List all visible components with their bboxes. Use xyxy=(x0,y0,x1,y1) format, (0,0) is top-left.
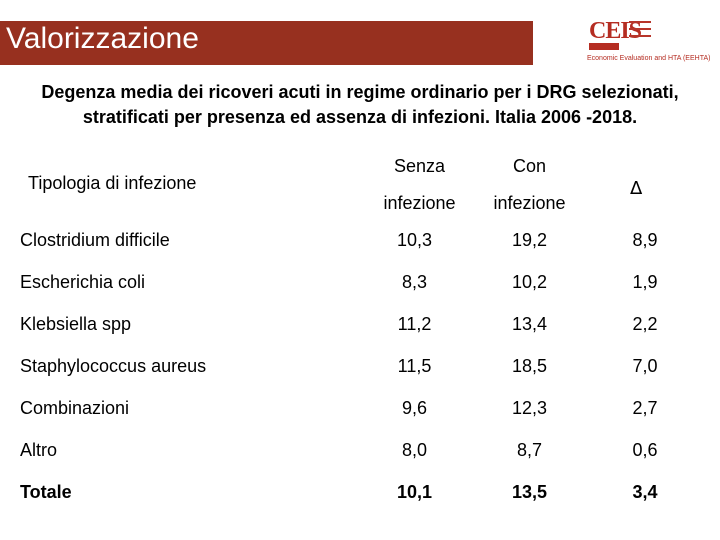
logo-caption: Economic Evaluation and HTA (EEHTA) xyxy=(587,55,711,62)
column-header-type: Tipologia di infezione xyxy=(28,173,197,193)
column-header-without-2: infezione xyxy=(383,193,456,213)
logo-band xyxy=(589,43,619,50)
value-delta: 0,6 xyxy=(632,440,658,460)
value-without: 8,0 xyxy=(401,440,428,460)
table-row: Escherichia coli 8,3 10,2 1,9 xyxy=(20,260,700,302)
table-row-total: Totale 10,1 13,5 3,4 xyxy=(20,470,700,512)
table-row: Clostridium difficile 10,3 19,2 8,9 xyxy=(20,218,700,260)
column-header-with-2: infezione xyxy=(493,193,566,213)
ceis-logo: CEIS Economic Evaluation and HTA (EEHTA) xyxy=(585,18,715,66)
value-without: 11,2 xyxy=(397,314,432,334)
value-with: 12,3 xyxy=(511,398,548,418)
value-delta: 2,7 xyxy=(632,398,658,418)
value-with: 13,4 xyxy=(511,314,548,334)
value-with: 10,2 xyxy=(511,272,548,292)
column-header-delta: Δ xyxy=(630,178,643,199)
value-delta: 1,9 xyxy=(632,272,658,292)
value-with: 18,5 xyxy=(511,356,548,376)
value-with: 19,2 xyxy=(511,230,548,250)
row-label: Escherichia coli xyxy=(20,272,146,292)
row-label: Altro xyxy=(20,440,58,460)
value-delta: 3,4 xyxy=(632,482,658,502)
row-label: Staphylococcus aureus xyxy=(20,356,207,376)
row-label: Totale xyxy=(20,482,72,502)
page-title: Valorizzazione xyxy=(6,22,199,55)
table-row: Staphylococcus aureus 11,5 18,5 7,0 xyxy=(20,344,700,386)
logo-lines xyxy=(629,21,651,42)
value-without: 11,5 xyxy=(397,356,432,376)
value-without: 10,3 xyxy=(396,230,433,250)
column-header-with-1: Con xyxy=(512,156,547,176)
value-without: 10,1 xyxy=(396,482,433,502)
row-label: Combinazioni xyxy=(20,398,130,418)
value-without: 8,3 xyxy=(401,272,428,292)
table-row: Combinazioni 9,6 12,3 2,7 xyxy=(20,386,700,428)
value-delta: 8,9 xyxy=(632,230,658,250)
row-label: Klebsiella spp xyxy=(20,314,132,334)
title-bar xyxy=(0,21,533,65)
value-with: 13,5 xyxy=(511,482,548,502)
row-label: Clostridium difficile xyxy=(20,230,170,250)
value-delta: 7,0 xyxy=(632,356,658,376)
table-row: Altro 8,0 8,7 0,6 xyxy=(20,428,700,470)
data-table: Clostridium difficile 10,3 19,2 8,9 Esch… xyxy=(20,218,700,512)
table-row: Klebsiella spp 11,2 13,4 2,2 xyxy=(20,302,700,344)
column-header-without-1: Senza xyxy=(393,156,446,176)
value-with: 8,7 xyxy=(516,440,543,460)
value-without: 9,6 xyxy=(401,398,428,418)
value-delta: 2,2 xyxy=(632,314,658,334)
table-caption: Degenza media dei ricoveri acuti in regi… xyxy=(41,82,679,127)
